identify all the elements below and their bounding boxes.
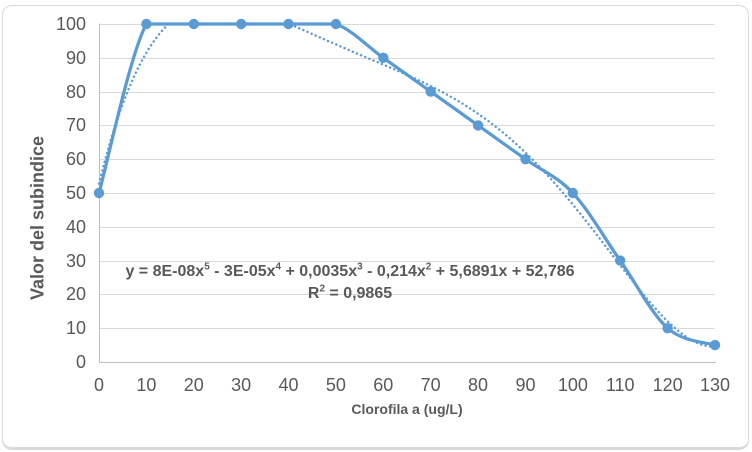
x-tick-label: 90 — [515, 375, 536, 395]
x-tick-label: 50 — [325, 375, 346, 395]
trendline-equation: y = 8E-08x5 - 3E-05x4 + 0,0035x3 - 0,214… — [125, 261, 575, 280]
y-tick-label: 50 — [65, 183, 86, 203]
x-tick-label: 30 — [231, 375, 252, 395]
data-point-marker — [425, 86, 436, 97]
x-tick-label: 130 — [699, 375, 731, 395]
y-tick-label: 20 — [65, 284, 86, 305]
y-tick-label: 0 — [75, 352, 86, 372]
y-tick-label: 60 — [65, 149, 86, 170]
y-tick-label: 90 — [65, 47, 86, 68]
data-point-marker — [520, 154, 531, 165]
x-tick-label: 120 — [652, 375, 683, 395]
data-point-marker — [330, 18, 342, 30]
data-point-marker — [188, 18, 199, 30]
data-point-marker — [283, 18, 294, 30]
y-tick-label: 40 — [65, 216, 86, 237]
x-tick-label: 20 — [183, 375, 204, 395]
trendline-annotation: y = 8E-08x5 - 3E-05x4 + 0,0035x3 - 0,214… — [117, 261, 583, 305]
data-point-marker — [378, 52, 389, 63]
x-tick-label: 0 — [93, 375, 104, 395]
y-tick-label: 30 — [65, 250, 86, 271]
x-tick-label: 80 — [468, 375, 489, 395]
y-tick-label: 80 — [65, 81, 86, 102]
y-tick-label: 100 — [55, 14, 86, 34]
x-tick-label: 60 — [373, 375, 394, 395]
y-tick-label: 10 — [65, 318, 86, 339]
x-tick-label: 110 — [605, 375, 635, 395]
x-axis-title: Clorofila a (ug/L) — [351, 401, 463, 417]
x-tick-label: 100 — [557, 375, 588, 395]
x-tick-label: 10 — [136, 375, 157, 395]
data-point-marker — [93, 187, 105, 199]
x-tick-label: 40 — [278, 375, 299, 395]
y-tick-label: 70 — [65, 115, 86, 136]
data-point-marker — [709, 339, 721, 351]
data-point-marker — [236, 18, 247, 30]
r-squared-label: R2 = 0,9865 — [307, 283, 393, 302]
data-point-marker — [615, 255, 626, 266]
data-point-marker — [472, 120, 484, 131]
data-point-marker — [662, 323, 673, 334]
data-point-marker — [141, 18, 152, 30]
data-point-marker — [567, 187, 578, 199]
x-tick-label: 70 — [420, 375, 441, 395]
